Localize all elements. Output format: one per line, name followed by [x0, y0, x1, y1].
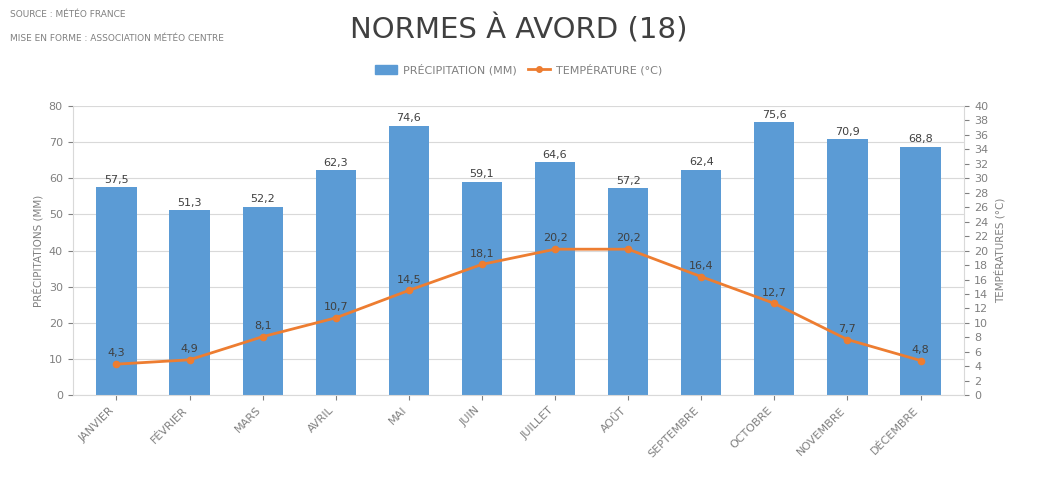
Bar [389, 125, 429, 395]
Text: 62,3: 62,3 [324, 158, 348, 168]
Bar [169, 210, 209, 395]
Bar [754, 122, 794, 395]
Text: SOURCE : MÉTÉO FRANCE: SOURCE : MÉTÉO FRANCE [10, 10, 125, 19]
Text: 12,7: 12,7 [762, 288, 787, 297]
Text: 4,8: 4,8 [912, 345, 929, 355]
Text: 64,6: 64,6 [542, 149, 567, 160]
Text: 59,1: 59,1 [470, 170, 495, 179]
Bar [900, 147, 941, 395]
Text: 7,7: 7,7 [839, 324, 857, 334]
Text: 16,4: 16,4 [689, 261, 713, 271]
Text: 18,1: 18,1 [470, 249, 495, 258]
Text: MISE EN FORME : ASSOCIATION MÉTÉO CENTRE: MISE EN FORME : ASSOCIATION MÉTÉO CENTRE [10, 34, 224, 43]
Text: 8,1: 8,1 [254, 321, 272, 331]
Bar [535, 162, 576, 395]
Y-axis label: TEMPÉRATURES (°C): TEMPÉRATURES (°C) [993, 198, 1006, 303]
Text: 75,6: 75,6 [762, 110, 787, 120]
Text: 20,2: 20,2 [616, 233, 641, 243]
Text: 4,3: 4,3 [108, 348, 125, 359]
Text: 62,4: 62,4 [689, 158, 713, 168]
Bar [828, 139, 868, 395]
Text: 20,2: 20,2 [542, 233, 567, 243]
Text: 70,9: 70,9 [835, 127, 860, 137]
Text: 68,8: 68,8 [908, 134, 933, 145]
Text: 74,6: 74,6 [396, 113, 421, 123]
Bar [608, 188, 648, 395]
Text: 57,5: 57,5 [104, 175, 129, 185]
Text: 52,2: 52,2 [250, 194, 275, 204]
Text: 10,7: 10,7 [324, 302, 348, 312]
Bar [243, 206, 283, 395]
Y-axis label: PRÉCIPITATIONS (MM): PRÉCIPITATIONS (MM) [32, 195, 44, 307]
Text: NORMES À AVORD (18): NORMES À AVORD (18) [349, 14, 688, 44]
Bar [461, 182, 502, 395]
Bar [96, 187, 137, 395]
Text: 4,9: 4,9 [180, 344, 198, 354]
Text: 14,5: 14,5 [396, 275, 421, 284]
Bar [315, 170, 356, 395]
Bar [681, 170, 722, 395]
Text: 57,2: 57,2 [616, 176, 641, 186]
Legend: PRÉCIPITATION (MM), TEMPÉRATURE (°C): PRÉCIPITATION (MM), TEMPÉRATURE (°C) [370, 60, 667, 80]
Text: 51,3: 51,3 [177, 198, 202, 208]
